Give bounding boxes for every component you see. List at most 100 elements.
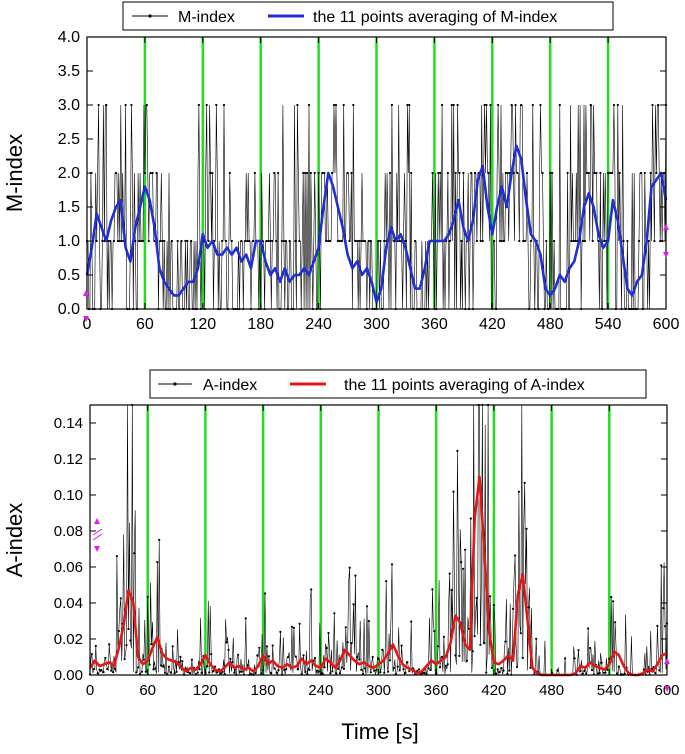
- a-raw-point-290: [367, 619, 370, 623]
- a-raw-point-142: [225, 641, 228, 644]
- a-raw-point-356: [431, 588, 434, 591]
- a-raw-point-188: [269, 671, 272, 675]
- m-raw-point-76: [159, 239, 162, 243]
- a-raw-point-368: [442, 635, 445, 639]
- a-raw-point-392: [465, 659, 469, 662]
- a-raw-point-22: [110, 669, 113, 672]
- m-raw-point-530: [597, 239, 600, 243]
- a-raw-point-444: [515, 665, 519, 669]
- a-raw-point-528: [596, 672, 599, 675]
- a-raw-point-268: [346, 641, 349, 644]
- m-raw-point-418: [489, 103, 492, 107]
- m-raw-point-518: [585, 171, 589, 175]
- m-raw-point-142: [222, 103, 226, 107]
- a-raw-point-106: [190, 658, 193, 661]
- a-raw-point-354: [429, 668, 432, 672]
- a-raw-point-114: [198, 668, 201, 671]
- a-raw-point-330: [406, 661, 409, 664]
- a-raw-point-536: [604, 671, 607, 674]
- m-raw-point-216: [294, 239, 297, 243]
- a-raw-point-204: [285, 668, 288, 671]
- a-raw-point-334: [410, 620, 413, 623]
- m-raw-point-12: [97, 103, 100, 107]
- m-raw-point-336: [410, 171, 413, 175]
- a-raw-point-172: [254, 672, 257, 675]
- m-raw-point-186: [265, 239, 268, 243]
- m-raw-point-380: [452, 103, 455, 107]
- m-raw-point-190: [269, 239, 272, 243]
- a-raw-point-196: [277, 669, 280, 672]
- a-raw-point-12: [100, 669, 103, 672]
- m-raw-point-340: [414, 239, 417, 243]
- a-y-tick-label-5: 0.10: [54, 487, 83, 504]
- a-raw-point-238: [317, 670, 320, 673]
- m-raw-point-172: [251, 239, 255, 243]
- m-raw-point-524: [591, 239, 594, 243]
- a-raw-point-452: [523, 481, 526, 484]
- m-raw-point-294: [369, 239, 372, 243]
- a-raw-point-210: [290, 625, 293, 628]
- a-raw-point-164: [246, 664, 249, 667]
- m-y-tick-label-2: 1.0: [58, 233, 80, 250]
- a-raw-point-192: [273, 667, 276, 670]
- a-raw-point-534: [602, 671, 605, 675]
- a-raw-point-454: [525, 527, 528, 530]
- a-raw-point-314: [390, 563, 394, 566]
- m-raw-point-78: [161, 239, 164, 243]
- m-raw-point-196: [275, 239, 278, 243]
- a-raw-point-76: [162, 665, 165, 668]
- a-raw-point-242: [321, 672, 324, 675]
- m-raw-point-10: [95, 239, 98, 243]
- a-raw-point-264: [342, 667, 345, 671]
- m-y-axis-label: M-index: [2, 134, 27, 212]
- m-raw-point-56: [139, 239, 143, 243]
- m-raw-point-376: [448, 239, 451, 243]
- a-raw-point-296: [373, 669, 376, 672]
- a-raw-point-274: [352, 603, 355, 606]
- a-raw-point-190: [271, 644, 274, 647]
- a-raw-point-428: [500, 667, 503, 670]
- a-raw-point-254: [333, 612, 336, 615]
- a-raw-point-182: [263, 592, 267, 595]
- m-raw-point-166: [246, 239, 249, 243]
- m-raw-point-194: [273, 171, 276, 175]
- a-raw-point-416: [489, 595, 492, 598]
- a-raw-point-306: [383, 671, 386, 674]
- a-raw-point-412: [485, 671, 488, 674]
- m-raw-point-260: [336, 239, 339, 243]
- m-raw-point-382: [454, 171, 457, 175]
- a-raw-point-280: [358, 658, 361, 661]
- m-raw-point-286: [361, 239, 365, 243]
- m-raw-point-462: [531, 103, 534, 107]
- m-raw-point-34: [118, 239, 121, 243]
- a-raw-point-148: [231, 661, 234, 664]
- a-x-tick-label-1: 60: [139, 682, 156, 699]
- m-raw-point-128: [209, 171, 212, 175]
- m-raw-point-410: [481, 239, 484, 243]
- a-raw-point-510: [579, 670, 582, 673]
- a-raw-point-212: [292, 626, 295, 629]
- a-raw-point-42: [129, 639, 132, 642]
- m-raw-point-440: [510, 103, 513, 107]
- a-raw-point-588: [654, 672, 657, 675]
- m-raw-point-124: [205, 103, 208, 107]
- m-x-tick-label-10: 600: [653, 316, 680, 333]
- a-y-tick-label-0: 0.00: [54, 667, 83, 684]
- m-x-tick-label-6: 360: [421, 316, 448, 333]
- m-raw-point-430: [500, 239, 503, 243]
- a-left-scale-marker: [94, 518, 100, 552]
- m-raw-point-28: [112, 239, 116, 243]
- a-legend: A-index the 11 points averaging of A-ind…: [149, 369, 647, 399]
- a-raw-point-400: [473, 635, 476, 638]
- a-raw-point-458: [529, 666, 532, 669]
- a-raw-point-288: [365, 605, 369, 608]
- a-raw-point-422: [494, 672, 497, 675]
- a-raw-point-304: [381, 648, 384, 652]
- a-y-tick-label-6: 0.12: [54, 451, 83, 468]
- m-raw-point-590: [655, 171, 658, 175]
- a-x-tick-label-9: 540: [597, 682, 622, 699]
- m-raw-point-540: [607, 171, 610, 175]
- m-x-tick-label-4: 240: [305, 316, 332, 333]
- m-raw-point-412: [483, 103, 486, 107]
- a-raw-point-384: [458, 654, 461, 658]
